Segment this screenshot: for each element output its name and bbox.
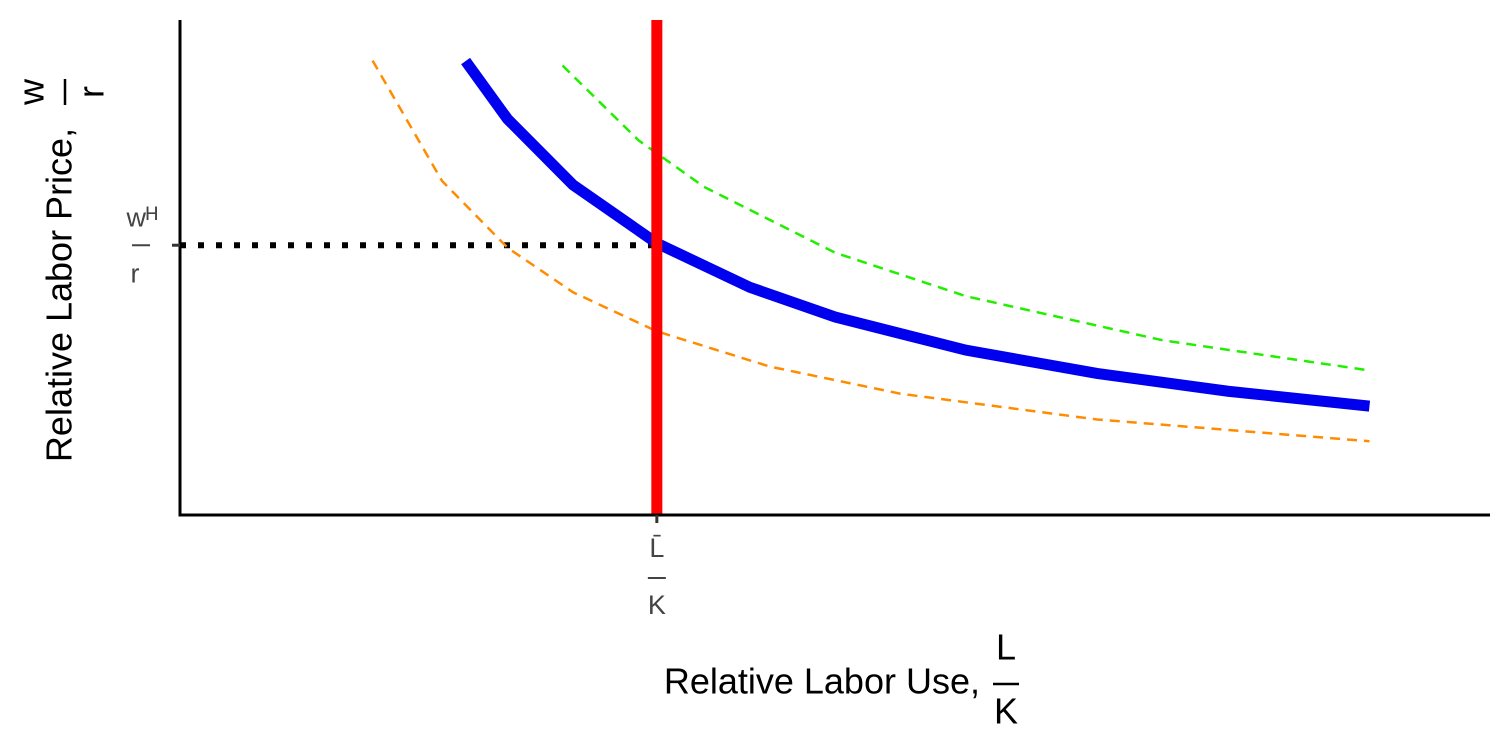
y-axis-label-group: Relative Labor Price, w r [11,78,112,462]
y-axis-label-numerator: w [11,78,52,106]
x-axis-label: Relative Labor Use, [664,661,980,702]
y-tick-label-denominator: r [131,258,140,288]
y-axis-label: Relative Labor Price, [39,128,80,462]
series-line [561,64,1370,372]
y-axis-label-denominator: r [71,86,112,98]
y-tick-label-numerator: wᴴ [125,202,157,232]
series-line [461,57,1371,412]
x-axis-label-denominator: K [994,691,1018,732]
x-axis-label-numerator: L [996,627,1016,668]
x-tick-label-numerator: L̄ [649,533,664,563]
series-line [371,59,1370,443]
x-tick-label-denominator: K [648,590,666,620]
